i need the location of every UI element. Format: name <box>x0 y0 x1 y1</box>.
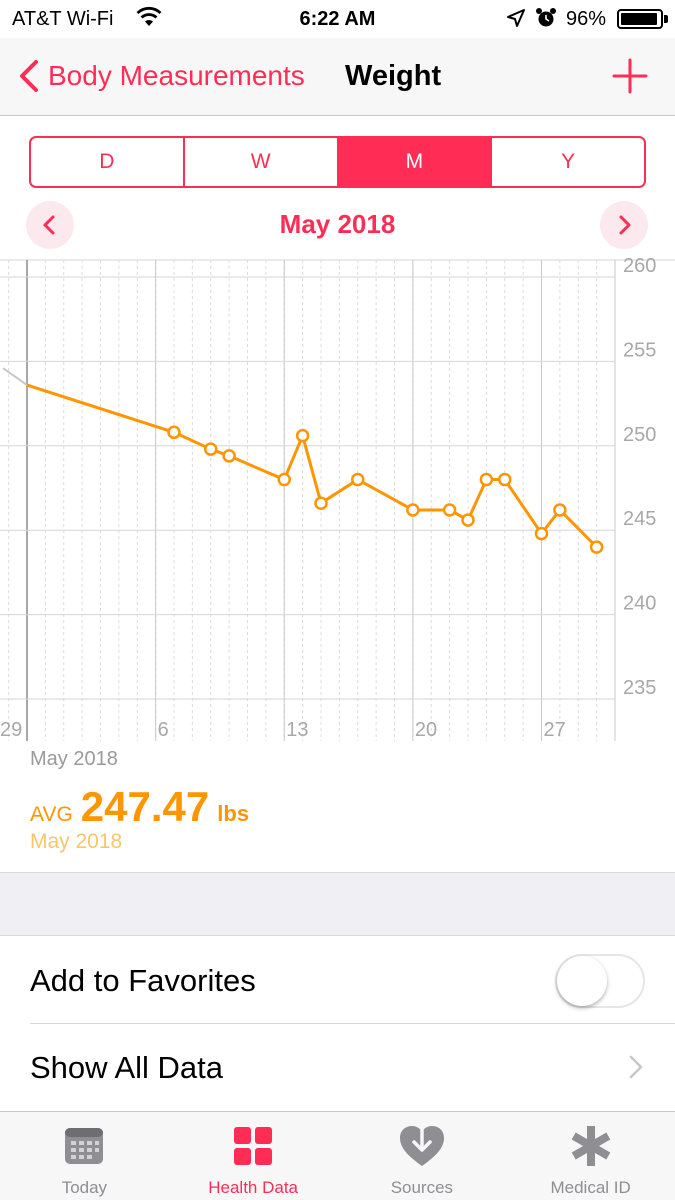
data-point <box>314 496 328 510</box>
data-point <box>553 503 567 517</box>
chevron-left-icon <box>20 60 38 92</box>
y-tick-label: 240 <box>623 593 656 615</box>
chevron-right-icon <box>629 1055 643 1079</box>
chart-grid <box>0 259 675 741</box>
y-axis-labels: 260 255 250 245 240 235 <box>623 258 656 699</box>
average-summary: AVG 247.47 lbs <box>30 783 249 833</box>
back-button-label: Body Measurements <box>48 60 305 91</box>
battery-nub <box>664 15 668 23</box>
x-axis-labels: 29 6 13 20 27 <box>0 719 566 741</box>
data-point <box>351 472 365 487</box>
asterisk-icon <box>571 1126 610 1166</box>
y-tick-label: 255 <box>623 339 656 361</box>
segment-day[interactable]: D <box>31 138 185 186</box>
grid-icon <box>234 1127 273 1165</box>
wifi-icon <box>136 6 162 26</box>
data-point <box>461 513 475 527</box>
navigation-bar: Body Measurements Weight <box>0 38 675 116</box>
data-point <box>204 442 218 456</box>
segment-month[interactable]: M <box>338 138 493 186</box>
avg-unit: lbs <box>217 801 250 826</box>
x-tick-label: 27 <box>544 719 566 741</box>
weight-series <box>2 367 604 554</box>
toggle-knob <box>557 956 607 1006</box>
page-title: Weight <box>345 60 442 92</box>
battery-percent: 96% <box>566 8 607 30</box>
y-tick-label: 245 <box>623 508 656 530</box>
carrier-label: AT&T Wi-Fi <box>12 8 114 30</box>
data-point <box>295 428 310 443</box>
status-bar: AT&T Wi-Fi 6:22 AM 96% <box>0 0 675 38</box>
chevron-left-icon <box>43 215 55 235</box>
previous-month-button[interactable] <box>26 201 74 249</box>
y-tick-label: 260 <box>623 258 656 277</box>
y-tick-label: 235 <box>623 677 656 699</box>
back-button[interactable]: Body Measurements <box>14 56 305 96</box>
summary-date-range: May 2018 <box>30 830 123 853</box>
add-to-favorites-label: Add to Favorites <box>30 963 256 998</box>
data-point <box>589 540 604 554</box>
tab-sources-label: Sources <box>390 1178 454 1197</box>
weight-line-chart[interactable]: 260 255 250 245 240 235 29 6 13 20 27 <box>0 258 675 748</box>
show-all-data-row[interactable]: Show All Data <box>0 1024 675 1112</box>
tab-sources[interactable]: Sources <box>338 1112 507 1200</box>
data-point <box>479 472 494 487</box>
heart-download-icon <box>399 1126 444 1166</box>
avg-prefix: AVG <box>30 803 73 826</box>
data-point <box>442 503 457 517</box>
segment-year[interactable]: Y <box>561 150 576 173</box>
x-tick-label: 6 <box>158 719 169 741</box>
tab-medical-id[interactable]: Medical ID <box>506 1112 675 1200</box>
data-point <box>167 425 181 440</box>
data-point <box>277 472 291 487</box>
tab-medical-id-label: Medical ID <box>550 1178 631 1197</box>
battery-icon <box>617 9 663 29</box>
time-range-segmented-control: D W M Y <box>29 136 646 188</box>
tab-health-data-label: Health Data <box>208 1178 299 1197</box>
tab-today-label: Today <box>61 1178 108 1197</box>
show-all-data-label: Show All Data <box>30 1050 223 1085</box>
add-to-favorites-row: Add to Favorites <box>0 937 675 1025</box>
weight-line <box>26 383 598 549</box>
x-tick-label: 13 <box>286 719 308 741</box>
tab-bar: Today Health Data Sources Medical ID <box>0 1111 675 1200</box>
segment-week[interactable]: W <box>185 138 339 186</box>
tab-today[interactable]: Today <box>0 1112 169 1200</box>
location-arrow-icon <box>507 9 525 27</box>
alarm-icon <box>536 8 556 27</box>
x-tick-label: 29 <box>0 719 22 741</box>
tab-health-data[interactable]: Health Data <box>169 1112 338 1200</box>
row-divider <box>30 1023 675 1024</box>
avg-value: 247.47 <box>80 783 210 830</box>
data-point <box>498 472 512 487</box>
chevron-right-icon <box>619 215 631 235</box>
data-point <box>222 449 236 463</box>
next-month-button[interactable] <box>600 201 648 249</box>
x-tick-label: 20 <box>415 719 437 741</box>
period-label: May 2018 <box>279 209 396 239</box>
summary-period-label: May 2018 <box>30 748 118 770</box>
previous-period-line <box>2 367 28 386</box>
add-data-button[interactable] <box>612 58 648 94</box>
y-tick-label: 250 <box>623 424 656 446</box>
clock: 6:22 AM <box>299 8 376 30</box>
data-point <box>534 526 549 541</box>
data-point <box>406 503 420 517</box>
calendar-icon <box>65 1128 104 1164</box>
favorites-toggle[interactable] <box>555 954 645 1008</box>
section-separator <box>0 872 675 936</box>
